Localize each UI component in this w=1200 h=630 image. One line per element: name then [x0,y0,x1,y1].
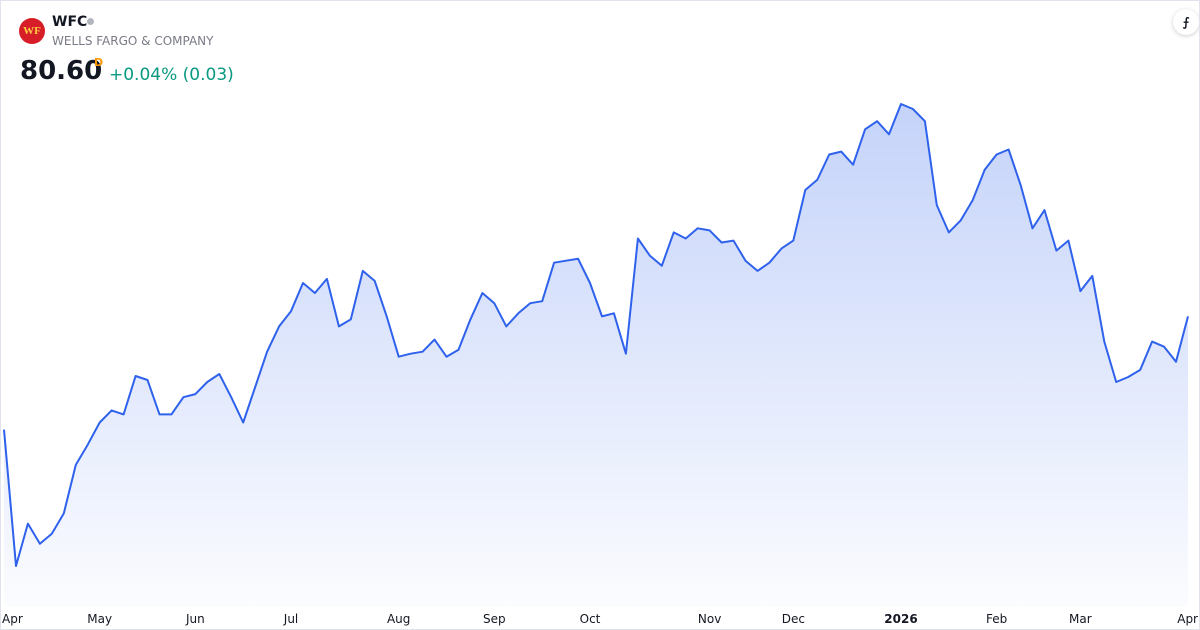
symbol: WFC [52,14,88,30]
x-tick-label: Feb [986,612,1007,626]
x-tick-label: Apr [2,612,23,626]
x-tick-label: Oct [580,612,601,626]
area-fill [4,104,1188,606]
x-tick-label: Dec [782,612,805,626]
tv-logo[interactable]: ⨍ [1173,9,1199,35]
x-tick-label: Mar [1069,612,1092,626]
x-tick-label: Aug [387,612,410,626]
x-tick-label: 2026 [884,612,917,626]
x-tick-label: Jul [283,612,298,626]
x-tick-label: Sep [483,612,506,626]
x-tick-label: Jun [185,612,205,626]
price: 80.60 [20,56,103,86]
x-tick-label: Apr [1177,612,1198,626]
logo: WF [19,18,45,44]
x-tick-label: May [87,612,112,626]
change: +0.04% (0.03) [109,65,234,85]
price-line [3,103,1189,567]
company-name: WELLS FARGO & COMPANY [52,34,214,48]
status-dot [87,18,94,25]
interval: D [94,56,104,69]
x-tick-label: Nov [698,612,721,626]
